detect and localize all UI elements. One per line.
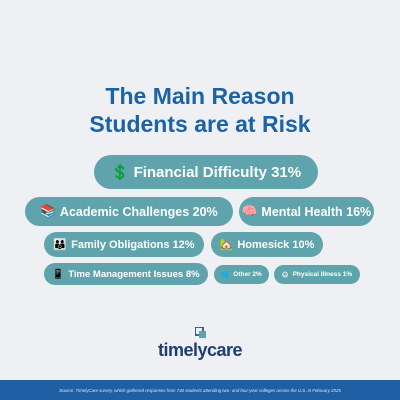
reason-label: Homesick 10% bbox=[237, 238, 315, 251]
reason-label: Mental Health 16% bbox=[261, 204, 372, 219]
reason-pill-other: 🌐 Other 2% bbox=[214, 265, 269, 284]
title-line-1: The Main Reason bbox=[105, 83, 295, 109]
reason-pill-time-management-issues: 📱 Time Management Issues 8% bbox=[44, 263, 208, 285]
title-line-2: Students are at Risk bbox=[89, 111, 311, 137]
brain-icon: 🧠 bbox=[241, 204, 258, 218]
globe-icon: 🌐 bbox=[221, 271, 230, 279]
books-icon: 📚 bbox=[40, 204, 56, 218]
house-icon: 🏡 bbox=[219, 239, 234, 251]
logo-mark-icon bbox=[195, 327, 206, 338]
reason-label: Academic Challenges 20% bbox=[59, 204, 218, 219]
sick-face-icon: 😷 bbox=[281, 271, 289, 279]
reason-pill-family-obligations: 👪 Family Obligations 12% bbox=[44, 232, 204, 257]
timelycare-logo: timelycare bbox=[0, 327, 400, 361]
family-icon: 👪 bbox=[53, 239, 68, 251]
reason-pill-physical-illness: 😷 Physical Illness 1% bbox=[274, 265, 360, 284]
reason-label: Physical Illness 1% bbox=[292, 271, 353, 278]
reason-pill-financial-difficulty: 💲 Financial Difficulty 31% bbox=[94, 155, 318, 189]
logo-text: timelycare bbox=[157, 340, 243, 360]
reason-pill-academic-challenges: 📚 Academic Challenges 20% bbox=[25, 197, 233, 226]
source-text: Source: TimelyCare survey, which gathere… bbox=[59, 387, 341, 393]
reason-label: Time Management Issues 8% bbox=[68, 268, 200, 280]
source-footer: Source: TimelyCare survey, which gathere… bbox=[0, 380, 400, 400]
dollar-sign-icon: 💲 bbox=[110, 164, 130, 181]
reason-label: Financial Difficulty 31% bbox=[133, 163, 302, 181]
reason-label: Other 2% bbox=[233, 271, 262, 278]
reason-pill-homesick: 🏡 Homesick 10% bbox=[211, 232, 323, 257]
reason-label: Family Obligations 12% bbox=[71, 238, 195, 251]
chart-title: The Main Reason Students are at Risk bbox=[0, 82, 400, 138]
reason-pill-mental-health: 🧠 Mental Health 16% bbox=[239, 197, 374, 226]
phone-icon: 📱 bbox=[52, 268, 65, 280]
